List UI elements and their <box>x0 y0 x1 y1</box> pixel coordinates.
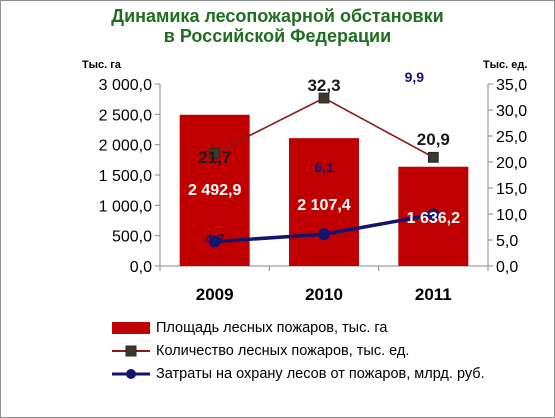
left-axis-tick-label: 3 000,0 <box>99 77 152 94</box>
right-axis-tick-label: 35,0 <box>496 77 527 94</box>
x-axis-tick-label: 2011 <box>415 285 452 304</box>
right-axis-tick-label: 10,0 <box>496 207 527 224</box>
data-label-fire-count: 21,7 <box>198 148 231 167</box>
right-axis-tick-label: 30,0 <box>496 103 527 120</box>
data-label-fire-count: 20,9 <box>417 130 450 149</box>
data-label-area: 2 107,4 <box>297 197 350 214</box>
data-label-fire-count: 32,3 <box>307 76 340 95</box>
left-axis-unit: Тыс. га <box>82 59 122 71</box>
point-protection-cost-2009 <box>208 235 221 248</box>
chart-title: Динамика лесопожарной обстановки в Росси… <box>0 7 555 45</box>
legend-swatch-cost <box>112 369 150 380</box>
right-axis-tick-label: 15,0 <box>496 181 527 198</box>
left-axis-tick-label: 1 000,0 <box>99 198 152 215</box>
data-label-protection-cost: 9,9 <box>405 69 425 85</box>
right-axis-tick-label: 0,0 <box>496 259 518 276</box>
right-axis-tick-label: 25,0 <box>496 129 527 146</box>
point-protection-cost-2011 <box>427 208 440 221</box>
legend-label-cost: Затраты на охрану лесов от пожаров, млрд… <box>156 366 485 382</box>
data-label-area: 2 492,9 <box>188 182 241 199</box>
point-fire-count-2011 <box>427 151 439 163</box>
legend-label-area: Площадь лесных пожаров, тыс. га <box>156 320 388 336</box>
x-axis-tick-label: 2009 <box>196 285 234 304</box>
left-axis-tick-label: 500,0 <box>112 229 152 246</box>
bar-area-2010 <box>289 138 359 266</box>
left-axis-tick-label: 0,0 <box>130 259 152 276</box>
x-axis-tick-label: 2010 <box>305 285 343 304</box>
legend-swatch-bar <box>112 322 150 335</box>
legend-item-cost: Затраты на охрану лесов от пожаров, млрд… <box>112 366 485 382</box>
left-axis-tick-label: 2 000,0 <box>99 138 152 155</box>
point-fire-count-2010 <box>318 92 330 104</box>
chart-title-line-2: в Российской Федерации <box>163 26 392 46</box>
right-axis-unit: Тыс. ед. <box>483 59 527 71</box>
left-axis-tick-label: 1 500,0 <box>99 168 152 185</box>
legend-item-count: Количество лесных пожаров, тыс. ед. <box>112 343 409 359</box>
left-axis-tick-label: 2 500,0 <box>99 107 152 124</box>
data-label-area: 1 636,2 <box>407 210 460 227</box>
right-axis-tick-label: 5,0 <box>496 233 518 250</box>
point-fire-count-2009 <box>209 147 221 159</box>
right-axis-tick-label: 20,0 <box>496 155 527 172</box>
legend-item-area: Площадь лесных пожаров, тыс. га <box>112 320 387 336</box>
legend-label-count: Количество лесных пожаров, тыс. ед. <box>156 343 410 359</box>
legend-swatch-count <box>112 345 150 357</box>
data-label-protection-cost: 6,1 <box>314 159 334 175</box>
point-protection-cost-2010 <box>318 228 330 241</box>
chart-title-line-1: Динамика лесопожарной обстановки <box>111 6 444 26</box>
data-label-protection-cost: 4,7 <box>205 231 225 247</box>
